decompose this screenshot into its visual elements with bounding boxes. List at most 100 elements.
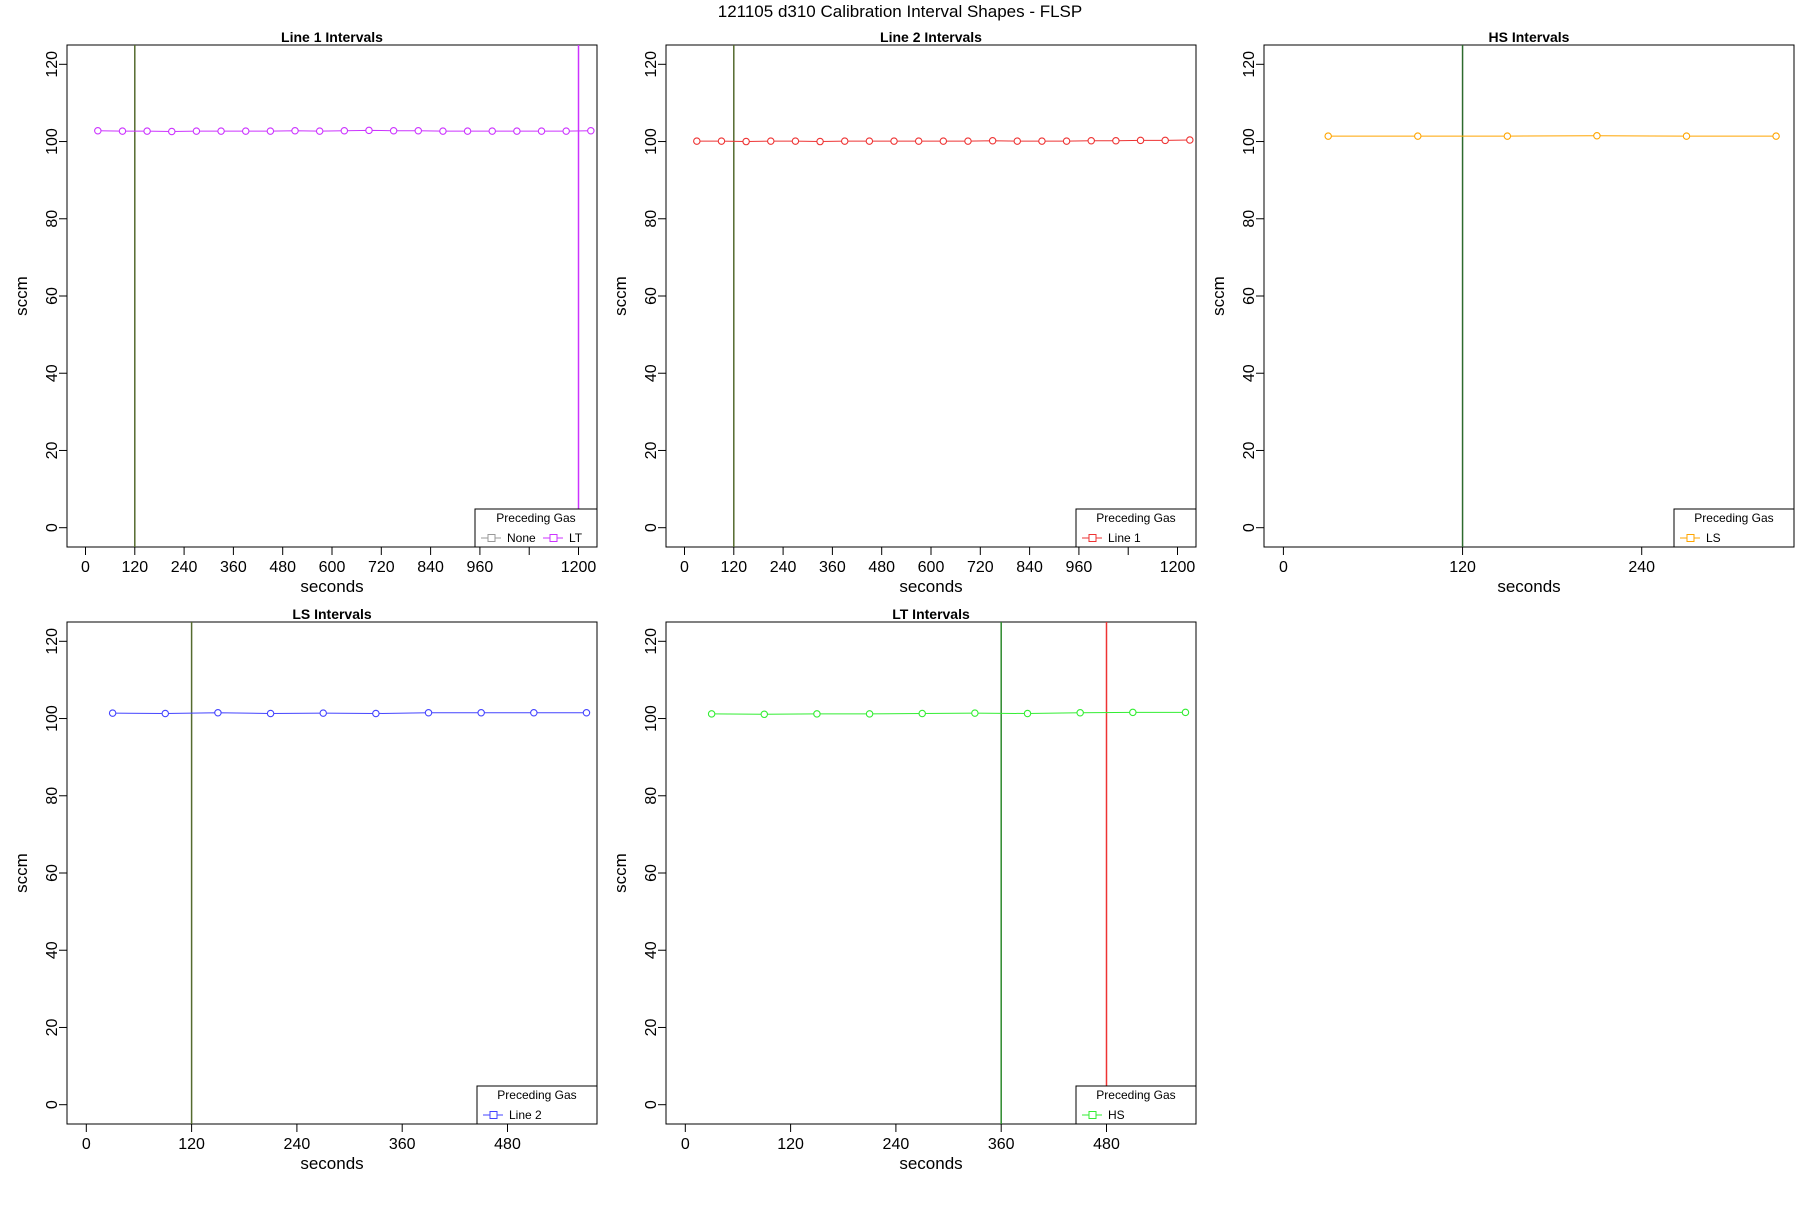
x-axis-title: seconds [300,1154,363,1173]
data-point [1024,710,1030,716]
x-tick-label: 120 [178,1136,205,1153]
data-point [193,128,199,134]
data-point [1187,137,1193,143]
legend-swatch-marker [1089,535,1096,542]
legend-swatch-marker [1089,1112,1096,1119]
y-axis-title: sccm [12,853,31,893]
legend-title: Preceding Gas [1096,1088,1175,1102]
legend-entry-label: Line 2 [509,1108,542,1122]
data-point [792,138,798,144]
data-point [169,128,175,134]
legend-entry-label: LS [1706,531,1721,545]
x-tick-label: 840 [417,559,444,576]
data-point [514,128,520,134]
panel-title: Line 1 Intervals [281,29,383,45]
data-point [588,128,594,134]
y-tick-label: 20 [1241,441,1258,459]
data-point [866,138,872,144]
figure-title: 121105 d310 Calibration Interval Shapes … [718,2,1082,21]
legend-swatch-marker [490,1112,497,1119]
x-tick-label: 120 [777,1136,804,1153]
data-point [341,128,347,134]
y-tick-label: 0 [44,523,61,532]
panel-title: LS Intervals [292,606,372,622]
data-point [1773,133,1779,139]
data-point [915,138,921,144]
y-tick-label: 0 [643,1100,660,1109]
x-tick-label: 0 [1279,559,1288,576]
y-tick-label: 120 [643,628,660,655]
y-tick-label: 60 [1241,287,1258,305]
data-point [989,138,995,144]
data-point [718,138,724,144]
x-tick-label: 720 [368,559,395,576]
x-tick-label: 360 [988,1136,1015,1153]
panel-title: Line 2 Intervals [880,29,982,45]
x-tick-label: 480 [494,1136,521,1153]
x-tick-label: 120 [720,559,747,576]
x-tick-label: 600 [918,559,945,576]
data-point [243,128,249,134]
y-tick-label: 20 [643,441,660,459]
y-tick-label: 80 [1241,210,1258,228]
y-tick-label: 20 [44,441,61,459]
data-point [1683,133,1689,139]
data-point [366,127,372,133]
data-point [761,711,767,717]
data-point [320,710,326,716]
x-tick-label: 360 [220,559,247,576]
data-point [119,128,125,134]
data-point [531,710,537,716]
legend-swatch-marker [550,535,557,542]
plot-frame [67,45,597,547]
y-tick-label: 100 [643,705,660,732]
data-point [478,710,484,716]
data-point [489,128,495,134]
series-line [712,712,1186,714]
legend-entry-label: None [507,531,536,545]
y-tick-label: 80 [44,787,61,805]
legend-swatch-marker [488,535,495,542]
x-tick-label: 360 [819,559,846,576]
x-tick-label: 240 [284,1136,311,1153]
x-tick-label: 120 [121,559,148,576]
data-point [1504,133,1510,139]
plot-frame [666,622,1196,1124]
x-axis-title: seconds [300,577,363,596]
y-tick-label: 120 [643,51,660,78]
data-point [215,710,221,716]
y-tick-label: 60 [44,287,61,305]
legend-entry-label: Line 1 [1108,531,1141,545]
y-tick-label: 100 [643,128,660,155]
y-tick-label: 60 [643,287,660,305]
x-tick-label: 0 [81,559,90,576]
data-point [440,128,446,134]
y-tick-label: 60 [643,864,660,882]
x-axis-title: seconds [1497,577,1560,596]
data-point [1088,138,1094,144]
y-tick-label: 80 [643,787,660,805]
legend-title: Preceding Gas [1694,511,1773,525]
x-tick-label: 360 [389,1136,416,1153]
x-tick-label: 840 [1016,559,1043,576]
y-tick-label: 40 [1241,364,1258,382]
panel-title: LT Intervals [892,606,970,622]
data-point [1162,137,1168,143]
x-axis-title: seconds [899,1154,962,1173]
data-point [1182,709,1188,715]
x-tick-label: 1200 [1160,559,1196,576]
x-tick-label: 600 [319,559,346,576]
data-point [1039,138,1045,144]
data-point [768,138,774,144]
data-point [919,710,925,716]
data-point [694,138,700,144]
y-tick-label: 100 [44,128,61,155]
y-tick-label: 0 [44,1100,61,1109]
x-tick-label: 240 [883,1136,910,1153]
